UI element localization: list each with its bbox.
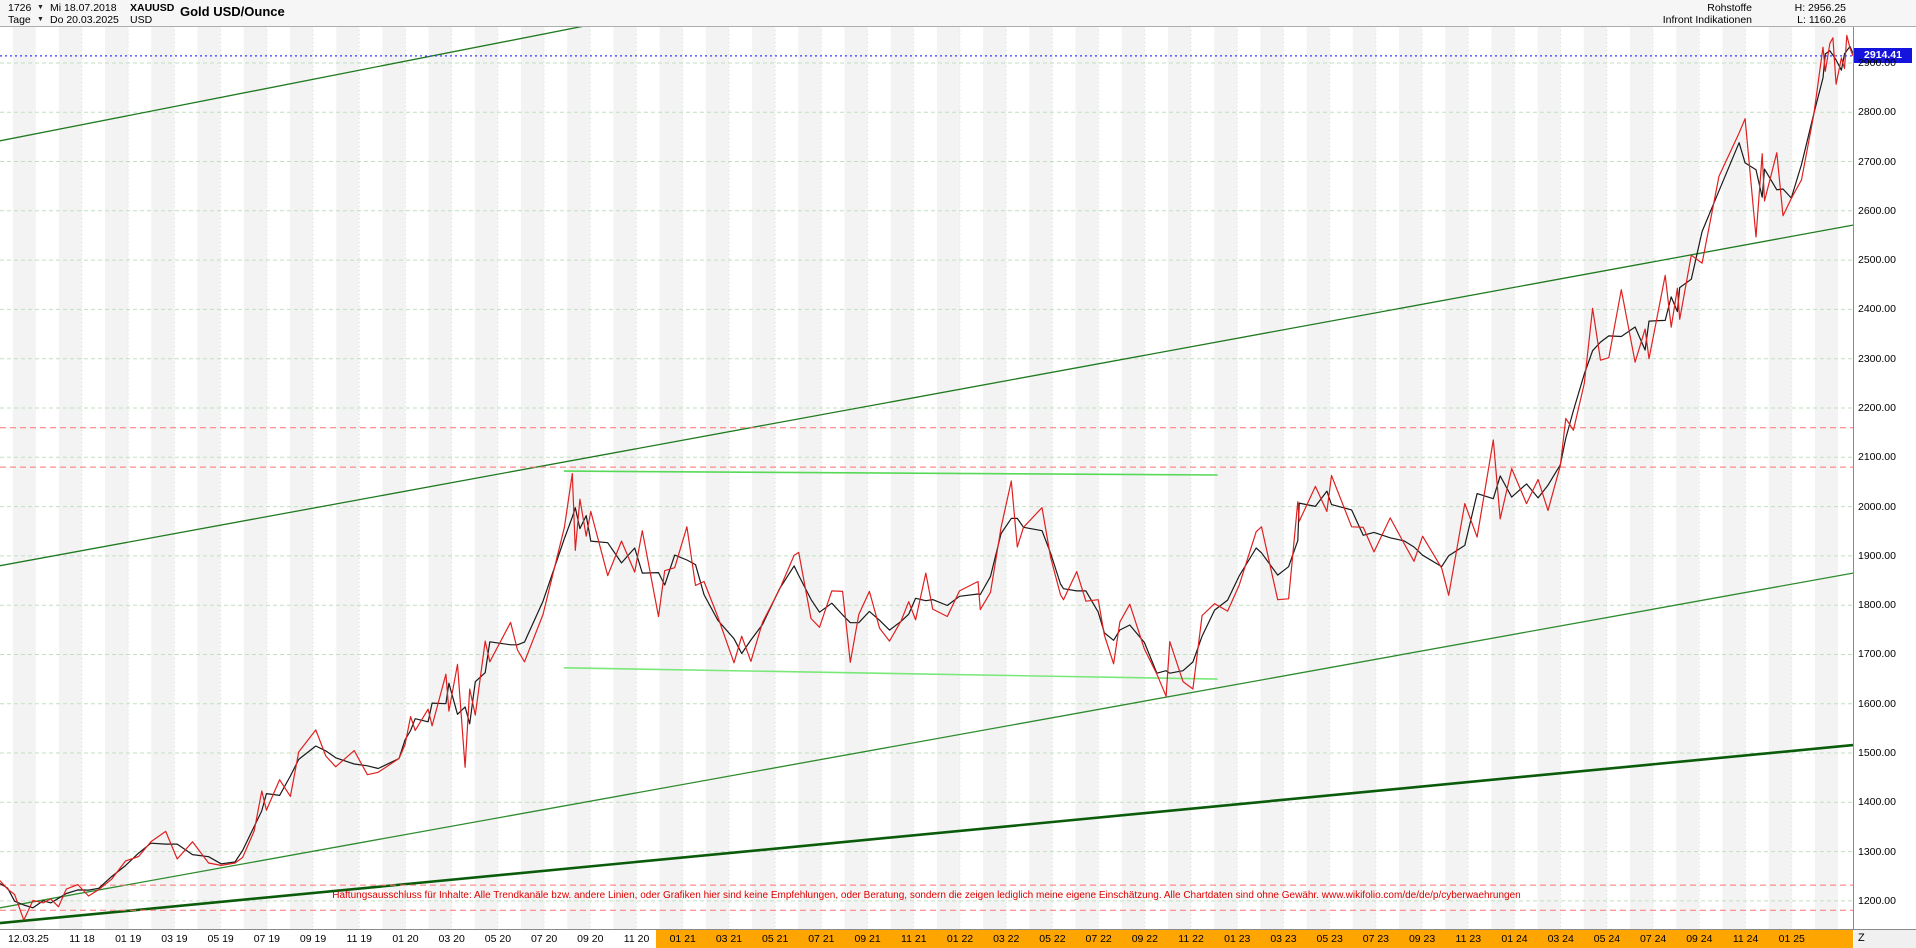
price-axis-label: 2900.00 — [1858, 56, 1896, 69]
price-axis-label: 1700.00 — [1858, 648, 1896, 661]
price-axis-label: 1200.00 — [1858, 894, 1896, 907]
zoom-z-button[interactable]: Z — [1858, 932, 1865, 944]
price-axis-label: 1800.00 — [1858, 599, 1896, 612]
start-date-label: Mi 18.07.2018 — [50, 2, 117, 14]
chevron-down-icon[interactable]: ▼ — [37, 16, 44, 23]
price-axis-label: 1600.00 — [1858, 697, 1896, 710]
upper-channel-line — [0, 26, 585, 142]
time-axis-highlight-band — [656, 930, 1853, 948]
period-low-label: L: 1160.26 — [1797, 14, 1846, 26]
disclaimer-text: Haftungsausschluss für Inhalte: Alle Tre… — [332, 890, 1521, 901]
time-axis-label: 03 24 — [1547, 933, 1574, 945]
time-axis-label: 07 22 — [1085, 933, 1112, 945]
symbol-label: XAUUSD — [130, 2, 175, 14]
page-title: Gold USD/Ounce — [180, 4, 285, 19]
time-axis[interactable]: 12.03.25 11 18 01 19 03 19 05 19 07 19 09 19 1… — [0, 929, 1916, 948]
time-axis-label: 09 20 — [577, 933, 604, 945]
time-axis-label: 01 25 — [1778, 933, 1805, 945]
mid-channel-line — [0, 224, 1853, 567]
time-axis-label: 11 18 — [69, 933, 95, 945]
time-axis-label: 03 19 — [161, 933, 188, 945]
time-axis-label: 07 21 — [808, 933, 835, 945]
time-axis-label: 09 23 — [1408, 933, 1436, 945]
resistance-line — [563, 470, 1218, 476]
time-axis-label: 05 22 — [1039, 933, 1066, 945]
time-axis-label: 01 23 — [1224, 933, 1251, 945]
price-line-black — [0, 45, 1853, 909]
period-high-label: H: 2956.25 — [1794, 2, 1846, 14]
time-axis-label: 11 23 — [1455, 933, 1482, 945]
time-axis-left-date-label: 12.03.25 — [8, 933, 49, 945]
chart-header: 1726 ▼ Mi 18.07.2018 XAUUSD Tage ▼ Do 20… — [0, 0, 1916, 27]
time-axis-label: 01 19 — [115, 933, 142, 945]
time-axis-label: 05 23 — [1316, 933, 1343, 945]
time-axis-label: 11 19 — [346, 933, 373, 945]
time-axis-label: 03 21 — [715, 933, 743, 945]
time-axis-label: 05 21 — [762, 933, 789, 945]
end-date-label: Do 20.03.2025 — [50, 14, 119, 26]
time-axis-label: 07 20 — [530, 933, 558, 945]
time-axis-label: 05 20 — [484, 933, 512, 945]
time-axis-label: 01 21 — [669, 933, 696, 945]
current-price-badge: 2914.41 — [1854, 48, 1912, 64]
price-axis-label: 2400.00 — [1858, 303, 1896, 316]
time-axis-label: 09 22 — [1131, 933, 1158, 945]
price-axis-label: 2600.00 — [1858, 204, 1896, 217]
time-axis-label: 03 20 — [438, 933, 465, 945]
price-axis[interactable]: 2914.41 2900.00 2800.00 2700.00 2600.00 2500… — [1853, 26, 1916, 929]
support-line — [563, 667, 1218, 680]
price-axis-label: 2000.00 — [1858, 500, 1896, 513]
lower-channel-line — [0, 572, 1853, 909]
timeframe-dropdown[interactable]: Tage — [8, 14, 31, 26]
price-axis-label: 1300.00 — [1858, 845, 1896, 858]
price-axis-label: 2200.00 — [1858, 402, 1896, 414]
time-axis-label: 05 19 — [207, 933, 234, 945]
time-axis-label: 09 21 — [854, 933, 881, 945]
time-axis-label: 09 24 — [1686, 933, 1713, 945]
time-axis-label: 03 23 — [1270, 933, 1297, 945]
price-axis-label: 2700.00 — [1858, 155, 1896, 168]
category-label: Rohstoffe — [1707, 2, 1752, 14]
time-axis-label: 11 24 — [1732, 933, 1759, 945]
price-axis-label: 1500.00 — [1858, 747, 1896, 760]
price-line-red — [0, 34, 1853, 921]
price-axis-label: 2100.00 — [1858, 451, 1896, 464]
time-axis-label: 07 19 — [253, 933, 280, 945]
time-axis-label: 01 20 — [392, 933, 419, 945]
time-axis-label: 07 24 — [1640, 933, 1667, 945]
provider-label: Infront Indikationen — [1662, 14, 1752, 26]
price-axis-label: 2300.00 — [1858, 352, 1896, 365]
time-axis-label: 01 24 — [1501, 933, 1528, 945]
time-axis-label: 11 22 — [1178, 933, 1204, 945]
price-axis-label: 2500.00 — [1858, 254, 1896, 267]
instrument-id-dropdown[interactable]: 1726 — [8, 2, 32, 14]
chart-plot-area[interactable] — [0, 26, 1853, 929]
time-axis-label: 07 23 — [1362, 933, 1390, 945]
price-axis-label: 1900.00 — [1858, 549, 1896, 562]
currency-label: USD — [130, 14, 153, 26]
time-axis-label: 11 20 — [623, 933, 650, 945]
time-axis-label: 11 21 — [901, 933, 927, 945]
axis-corner-cell: Z — [1854, 930, 1916, 948]
time-axis-label: 03 22 — [993, 933, 1020, 945]
time-axis-label: 01 22 — [946, 933, 974, 945]
chevron-down-icon[interactable]: ▼ — [37, 4, 44, 11]
price-axis-label: 2800.00 — [1858, 106, 1896, 119]
price-axis-label: 1400.00 — [1858, 796, 1896, 809]
base-trendline — [0, 743, 1853, 925]
time-axis-label: 05 24 — [1593, 933, 1621, 945]
time-axis-label: 09 19 — [299, 933, 327, 945]
